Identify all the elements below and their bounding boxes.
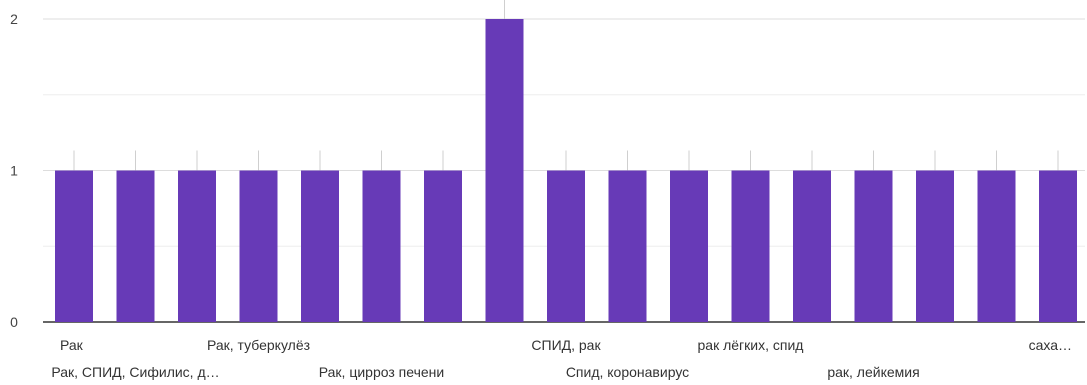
x-tick-label: СПИД, рак <box>531 337 601 353</box>
bar <box>239 170 278 322</box>
bar <box>670 170 708 322</box>
bar <box>424 170 462 322</box>
bar <box>301 170 339 322</box>
bar <box>854 170 893 322</box>
bar <box>178 170 216 322</box>
x-tick-label: рак лёгких, спид <box>698 337 804 353</box>
x-tick-label: Спид, коронавирус <box>566 364 689 380</box>
bar <box>977 170 1016 322</box>
bar <box>55 170 93 322</box>
bars <box>55 0 1077 322</box>
y-tick-label: 2 <box>10 11 18 27</box>
x-axis-labels: Рак Рак, СПИД, Сифилис, д… Рак, туберкулёз… <box>51 337 1072 380</box>
x-tick-label: Рак, туберкулёз <box>207 337 310 353</box>
x-tick-label: Рак <box>60 337 84 353</box>
y-axis-ticks: 0 1 2 <box>10 11 18 330</box>
x-tick-label: Рак, СПИД, Сифилис, д… <box>51 364 219 380</box>
y-tick-label: 0 <box>10 314 18 330</box>
bar <box>793 170 831 322</box>
bar <box>731 170 770 322</box>
x-tick-label: рак, лейкемия <box>827 364 919 380</box>
bar <box>1039 170 1077 322</box>
bar <box>116 170 155 322</box>
x-tick-label: саха… <box>1029 337 1072 353</box>
bar <box>485 19 524 322</box>
bar <box>608 170 647 322</box>
y-tick-label: 1 <box>10 163 18 179</box>
bar <box>547 170 585 322</box>
bar <box>362 170 401 322</box>
bar <box>916 170 954 322</box>
x-tick-label: Рак, цирроз печени <box>319 364 444 380</box>
